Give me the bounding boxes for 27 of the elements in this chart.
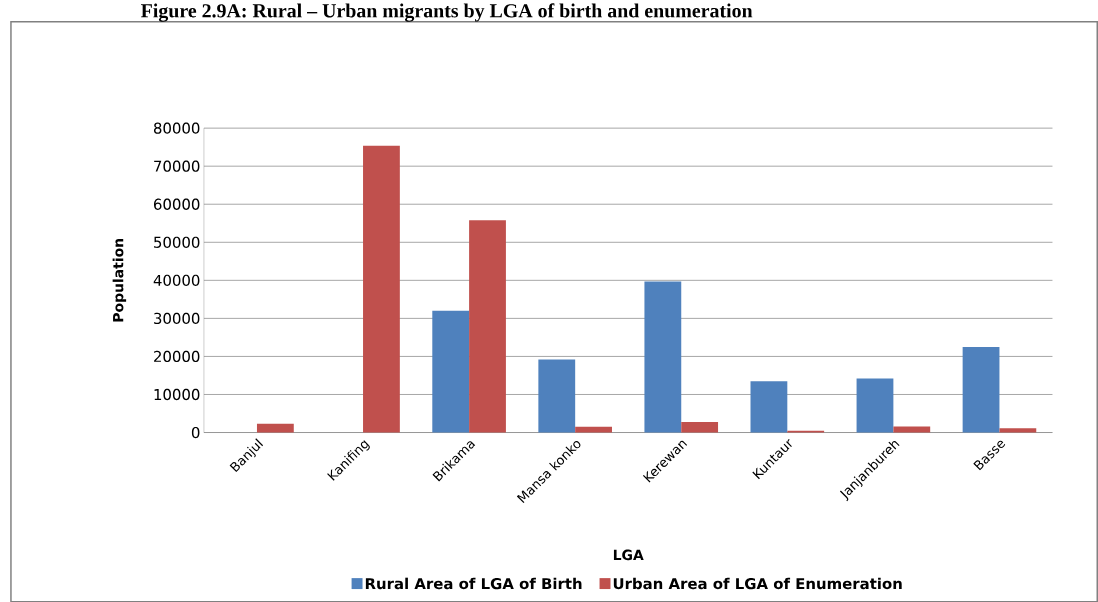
bar <box>469 220 506 433</box>
bar <box>432 310 470 433</box>
legend-label: Urban Area of LGA of Enumeration <box>613 577 902 590</box>
bar <box>575 426 612 433</box>
y-axis-title: Population <box>112 238 127 322</box>
y-tick-label: 50000 <box>154 236 200 248</box>
bar <box>256 423 294 433</box>
bar <box>750 380 788 433</box>
bar <box>962 346 1000 433</box>
y-tick-label: 30000 <box>154 312 200 324</box>
y-tick-label: 20000 <box>154 350 200 362</box>
x-axis-title: LGA <box>613 549 644 560</box>
bar <box>856 378 894 433</box>
bar <box>681 421 719 433</box>
y-tick-label: 0 <box>191 426 200 438</box>
y-tick-label: 10000 <box>154 388 200 400</box>
bar <box>644 281 682 433</box>
legend-label: Rural Area of LGA of Birth <box>365 577 582 590</box>
bar <box>538 359 576 433</box>
bar <box>893 426 931 433</box>
y-tick-label: 70000 <box>154 160 200 172</box>
y-tick-label: 40000 <box>153 274 200 286</box>
chart-title: Figure 2.9A: Rural – Urban migrants by LGA of birth and enumeration <box>141 3 753 22</box>
bar <box>999 428 1037 433</box>
y-tick-label: 60000 <box>154 198 200 210</box>
bar <box>363 145 400 433</box>
y-tick-label: 80000 <box>153 122 200 134</box>
